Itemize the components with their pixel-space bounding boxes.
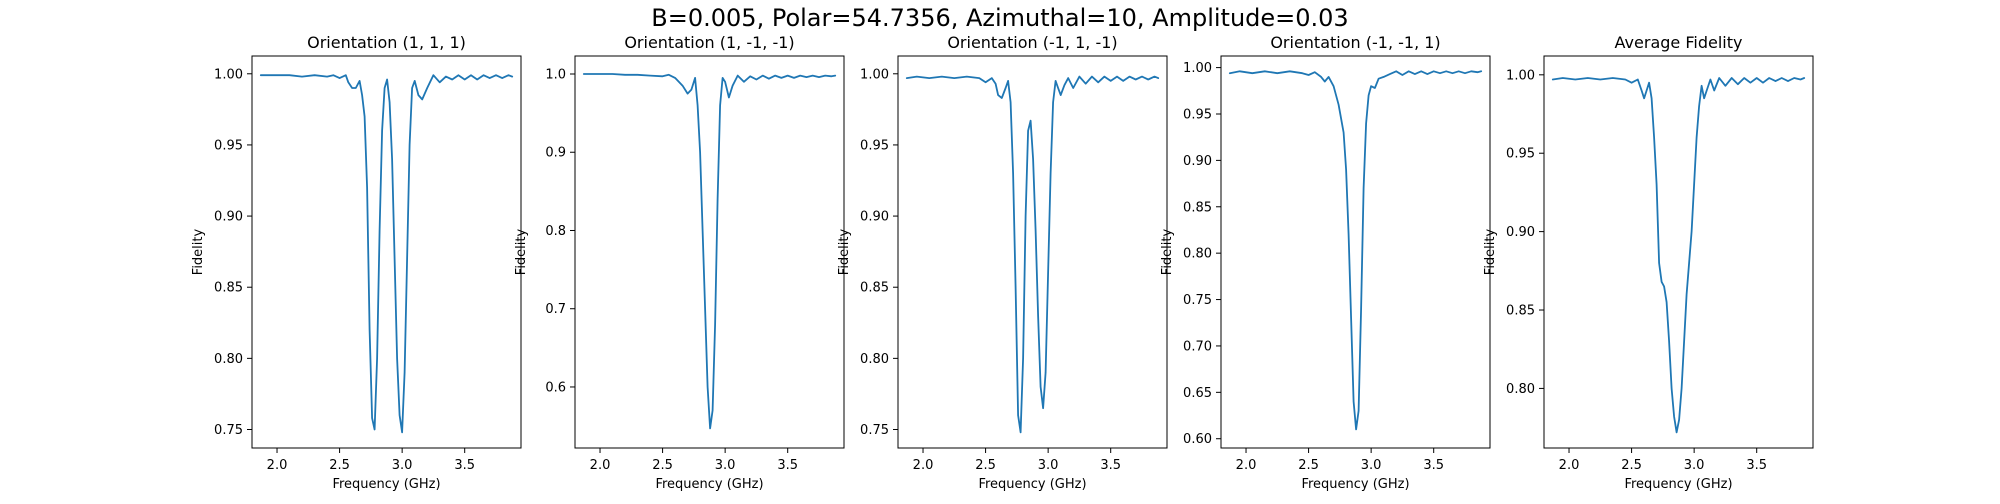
y-axis-label: Fidelity bbox=[1483, 228, 1498, 275]
y-tick-label: 0.85 bbox=[860, 281, 889, 296]
axes-frame bbox=[897, 55, 1168, 449]
fidelity-series-line bbox=[259, 74, 514, 434]
x-tick-label: 3.0 bbox=[1038, 458, 1059, 473]
x-axis-label: Frequency (GHz) bbox=[332, 477, 440, 492]
y-tick-label: 0.85 bbox=[1506, 304, 1535, 319]
x-axis-label: Frequency (GHz) bbox=[1301, 477, 1409, 492]
subplot-5: Average Fidelity 2.0 2.5 3.0 3.5 0.80 0.85 0.90… bbox=[1483, 33, 1814, 492]
y-axis-label: Fidelity bbox=[1160, 228, 1175, 275]
x-tick-label: 3.5 bbox=[1746, 458, 1767, 473]
axes-frame bbox=[1220, 55, 1491, 449]
subplot-title: Orientation (-1, 1, -1) bbox=[947, 33, 1117, 52]
x-axis-label: Frequency (GHz) bbox=[978, 477, 1086, 492]
x-tick-label: 3.5 bbox=[454, 458, 475, 473]
y-tick-label: 0.95 bbox=[214, 138, 243, 153]
x-tick-label: 3.0 bbox=[1361, 458, 1382, 473]
x-tick-label: 2.5 bbox=[1298, 458, 1319, 473]
subplot-title: Orientation (1, -1, -1) bbox=[624, 33, 794, 52]
y-tick-label: 0.9 bbox=[545, 146, 566, 161]
x-tick-label: 3.0 bbox=[392, 458, 413, 473]
subplot-title: Average Fidelity bbox=[1615, 33, 1743, 52]
x-tick-label: 3.5 bbox=[1423, 458, 1444, 473]
x-tick-label: 3.5 bbox=[1100, 458, 1121, 473]
subplot-2: Orientation (1, -1, -1) 2.0 2.5 3.0 3.5 0.6 0.… bbox=[514, 33, 845, 492]
y-tick-label: 0.8 bbox=[545, 224, 566, 239]
y-tick-label: 0.75 bbox=[214, 423, 243, 438]
y-tick-label: 1.00 bbox=[1183, 61, 1212, 76]
y-axis-label: Fidelity bbox=[837, 228, 852, 275]
x-tick-label: 2.0 bbox=[267, 458, 288, 473]
y-tick-label: 1.00 bbox=[214, 67, 243, 82]
y-tick-label: 0.75 bbox=[860, 423, 889, 438]
y-tick-label: 1.00 bbox=[1506, 68, 1535, 83]
y-tick-label: 0.90 bbox=[1183, 154, 1212, 169]
y-tick-label: 0.90 bbox=[214, 210, 243, 225]
fidelity-series-line bbox=[1228, 70, 1483, 431]
y-tick-label: 0.85 bbox=[214, 281, 243, 296]
x-tick-label: 2.0 bbox=[913, 458, 934, 473]
y-tick-label: 0.75 bbox=[1183, 293, 1212, 308]
y-tick-label: 0.80 bbox=[1183, 247, 1212, 262]
fidelity-series-line bbox=[905, 75, 1160, 434]
y-tick-label: 0.95 bbox=[860, 138, 889, 153]
x-tick-label: 2.5 bbox=[329, 458, 350, 473]
axes-frame bbox=[1543, 55, 1814, 449]
subplot-4: Orientation (-1, -1, 1) 2.0 2.5 3.0 3.5 0.60 0… bbox=[1160, 33, 1491, 492]
subplot-title: Orientation (1, 1, 1) bbox=[307, 33, 466, 52]
x-tick-label: 3.5 bbox=[777, 458, 798, 473]
x-tick-label: 3.0 bbox=[1684, 458, 1705, 473]
y-tick-label: 0.90 bbox=[1506, 225, 1535, 240]
subplot-1: Orientation (1, 1, 1) 2.0 2.5 3.0 3.5 0.75 0.8… bbox=[191, 33, 522, 492]
axes-frame bbox=[251, 55, 522, 449]
y-axis-label: Fidelity bbox=[514, 228, 529, 275]
y-tick-label: 0.60 bbox=[1183, 432, 1212, 447]
y-tick-label: 1.00 bbox=[860, 67, 889, 82]
y-axis-label: Fidelity bbox=[191, 228, 206, 275]
x-tick-label: 2.5 bbox=[1621, 458, 1642, 473]
y-tick-label: 0.95 bbox=[1183, 107, 1212, 122]
y-tick-label: 0.95 bbox=[1506, 147, 1535, 162]
x-tick-label: 2.0 bbox=[1559, 458, 1580, 473]
y-tick-label: 0.80 bbox=[1506, 382, 1535, 397]
y-tick-label: 0.80 bbox=[214, 352, 243, 367]
axes-frame bbox=[574, 55, 845, 449]
y-tick-label: 0.6 bbox=[545, 380, 566, 395]
subplot-3: Orientation (-1, 1, -1) 2.0 2.5 3.0 3.5 0.75 0… bbox=[837, 33, 1168, 492]
figure-title: B=0.005, Polar=54.7356, Azimuthal=10, Am… bbox=[651, 4, 1349, 32]
y-tick-label: 0.80 bbox=[860, 352, 889, 367]
fidelity-series-line bbox=[582, 73, 837, 430]
y-tick-label: 0.90 bbox=[860, 210, 889, 225]
x-axis-label: Frequency (GHz) bbox=[655, 477, 763, 492]
x-tick-label: 2.5 bbox=[975, 458, 996, 473]
x-tick-label: 2.0 bbox=[590, 458, 611, 473]
y-tick-label: 0.7 bbox=[545, 302, 566, 317]
x-tick-label: 2.0 bbox=[1236, 458, 1257, 473]
y-tick-label: 0.85 bbox=[1183, 200, 1212, 215]
x-tick-label: 3.0 bbox=[715, 458, 736, 473]
subplot-title: Orientation (-1, -1, 1) bbox=[1270, 33, 1440, 52]
y-tick-label: 1.0 bbox=[545, 67, 566, 82]
x-tick-label: 2.5 bbox=[652, 458, 673, 473]
fidelity-series-line bbox=[1551, 77, 1806, 434]
x-axis-label: Frequency (GHz) bbox=[1624, 477, 1732, 492]
y-tick-label: 0.70 bbox=[1183, 339, 1212, 354]
y-tick-label: 0.65 bbox=[1183, 386, 1212, 401]
